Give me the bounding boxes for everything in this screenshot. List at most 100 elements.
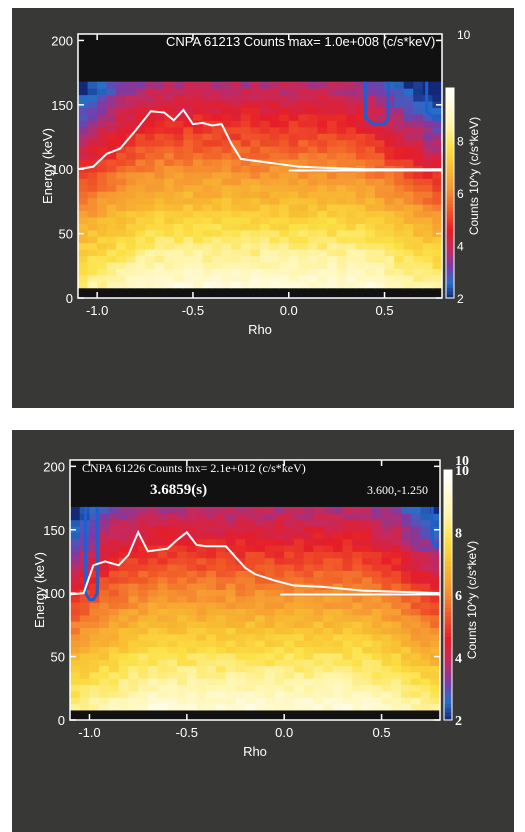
heatmap-cell <box>307 171 319 179</box>
heatmap-cell <box>288 261 299 269</box>
heatmap-cell <box>99 640 110 648</box>
heatmap-cell <box>206 703 217 711</box>
y-axis-label: Energy (keV) <box>40 128 55 204</box>
heatmap-cell <box>307 268 319 276</box>
colorbar-segment <box>444 474 452 479</box>
heatmap-cell <box>70 665 81 673</box>
heatmap-cell <box>371 703 383 711</box>
heatmap-cell <box>106 113 117 121</box>
heatmap-cell <box>391 589 402 597</box>
heatmap-cell <box>128 690 139 698</box>
heatmap-cell <box>106 94 117 102</box>
heatmap-cell <box>147 703 159 711</box>
heatmap-cell <box>138 678 149 686</box>
heatmap-cell <box>147 532 159 540</box>
heatmap-cell <box>269 191 280 199</box>
heatmap-cell <box>108 621 120 629</box>
heatmap-cell <box>293 652 305 660</box>
heatmap-cell <box>323 614 334 622</box>
heatmap-cell <box>186 532 198 540</box>
heatmap-cell <box>307 158 319 166</box>
heatmap-cell <box>164 120 175 128</box>
heatmap-cell <box>240 120 252 128</box>
heatmap-cell <box>89 646 100 654</box>
heatmap-cell <box>79 684 91 692</box>
heatmap-cell <box>374 274 386 282</box>
colorbar-segment <box>444 515 452 521</box>
colorbar-segment <box>444 536 452 542</box>
heatmap-cell <box>362 659 373 667</box>
heatmap-cell <box>384 152 395 160</box>
heatmap-cell <box>279 178 290 186</box>
heatmap-cell <box>255 659 266 667</box>
heatmap-cell <box>212 249 223 257</box>
heatmap-cell <box>154 223 165 231</box>
heatmap-cell <box>413 171 424 179</box>
heatmap-cell <box>260 268 271 276</box>
heatmap-cell <box>298 216 309 224</box>
heatmap-cell <box>216 557 227 565</box>
heatmap-cell <box>327 88 338 96</box>
heatmap-cell <box>108 703 120 711</box>
heatmap-cell <box>327 152 338 160</box>
y-tick-label: 100 <box>51 162 73 177</box>
heatmap-cell <box>240 171 252 179</box>
heatmap-cell <box>332 589 344 597</box>
heatmap-cell <box>87 261 98 269</box>
heatmap-cell <box>212 242 223 250</box>
heatmap-cell <box>384 203 395 212</box>
heatmap-cell <box>420 608 431 616</box>
heatmap-cell <box>167 551 178 559</box>
heatmap-cell <box>332 640 344 648</box>
heatmap-cell <box>313 608 324 616</box>
heatmap-cell <box>355 223 366 231</box>
heatmap-cell <box>78 197 89 205</box>
colorbar-segment <box>446 245 454 250</box>
heatmap-cell <box>192 178 204 186</box>
heatmap-cell <box>401 551 412 559</box>
heatmap-cell <box>269 81 280 89</box>
heatmap-cell <box>381 564 392 571</box>
heatmap-cell <box>422 274 434 282</box>
heatmap-cell <box>432 126 443 134</box>
heatmap-cell <box>410 532 422 540</box>
heatmap-cell <box>336 146 347 154</box>
heatmap-cell <box>284 538 295 546</box>
heatmap-cell <box>99 538 110 546</box>
heatmap-cell <box>327 255 338 263</box>
heatmap-cell <box>303 532 315 540</box>
heatmap-cell <box>332 532 344 540</box>
heatmap-cell <box>116 268 127 276</box>
heatmap-cell <box>336 113 347 121</box>
heatmap-cell <box>284 519 295 527</box>
heatmap-cell <box>298 152 309 160</box>
colorbar-segment <box>446 277 454 281</box>
heatmap-cell <box>303 595 315 603</box>
heatmap-cell <box>157 506 168 514</box>
heatmap-cell <box>255 697 266 705</box>
heatmap-cell <box>374 139 386 147</box>
heatmap-cell <box>336 249 347 257</box>
heatmap-cell <box>192 165 204 173</box>
heatmap-cell <box>317 184 328 192</box>
heatmap-cell <box>202 274 213 282</box>
heatmap-cell <box>274 564 285 571</box>
heatmap-cell <box>78 88 89 96</box>
heatmap-cell <box>371 557 383 565</box>
heatmap-cell <box>264 583 276 590</box>
heatmap-cell <box>410 652 422 660</box>
heatmap-cell <box>212 274 223 282</box>
heatmap-cell <box>384 197 395 205</box>
heatmap-cell <box>154 120 165 128</box>
colorbar <box>446 88 454 299</box>
heatmap-cell <box>212 146 223 154</box>
heatmap-cell <box>221 229 232 237</box>
heatmap-cell <box>430 690 441 698</box>
heatmap-cell <box>413 191 424 199</box>
heatmap-cell <box>352 640 363 648</box>
heatmap-cell <box>186 506 198 514</box>
heatmap-cell <box>138 684 149 692</box>
heatmap-cell <box>154 133 165 141</box>
heatmap-cell <box>245 595 256 603</box>
heatmap-cell <box>128 640 139 648</box>
